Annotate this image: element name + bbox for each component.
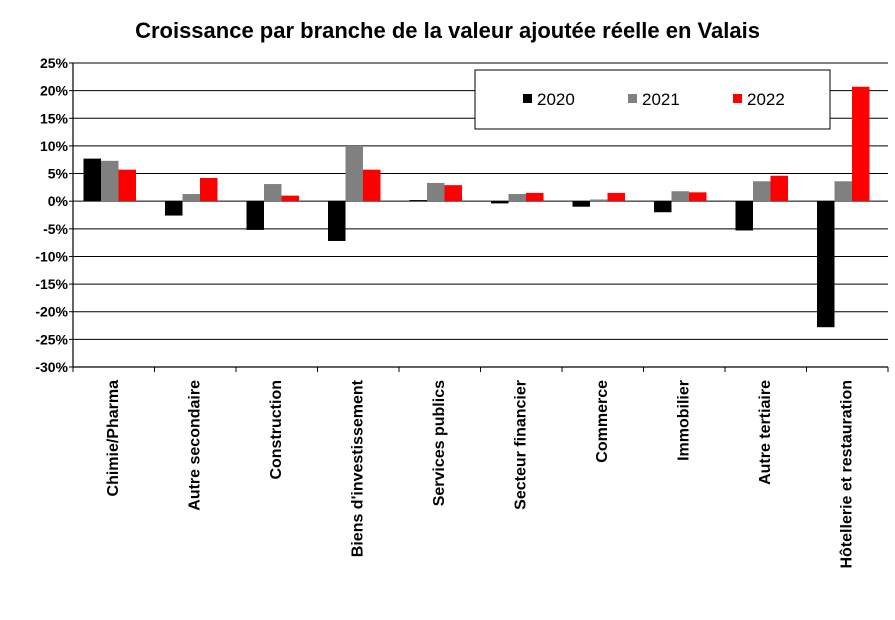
y-tick-label: 10% — [40, 138, 69, 154]
bar-2020 — [83, 158, 101, 202]
legend-label: 2022 — [747, 90, 785, 109]
bar-2022 — [852, 86, 870, 202]
y-tick-label: -25% — [35, 331, 68, 347]
bar-2022 — [118, 169, 136, 202]
x-tick-label: Construction — [268, 380, 285, 480]
bar-2021 — [671, 191, 689, 202]
bar-2022 — [689, 192, 707, 202]
bar-2021 — [508, 193, 526, 202]
y-tick-label: 0% — [48, 193, 69, 209]
bar-2022 — [363, 169, 381, 202]
y-tick-label: 5% — [48, 166, 69, 182]
bar-2021 — [101, 160, 119, 202]
x-tick-label: Autre tertiaire — [757, 380, 774, 485]
x-tick-label: Chimie/Pharma — [105, 380, 122, 497]
bar-2020 — [328, 201, 346, 241]
x-tick-label: Autre secondaire — [186, 380, 203, 511]
legend-label: 2021 — [642, 90, 680, 109]
bar-2020 — [409, 200, 427, 202]
bar-2022 — [770, 175, 788, 202]
bar-2020 — [165, 201, 183, 216]
bar-2020 — [246, 201, 264, 230]
x-tick-label: Hôtellerie et restauration — [838, 380, 855, 569]
bar-2021 — [834, 181, 852, 202]
y-tick-label: -10% — [35, 248, 68, 264]
legend-swatch-2020 — [523, 94, 532, 103]
bar-2021 — [427, 182, 445, 202]
bar-2021 — [590, 199, 608, 202]
y-tick-label: -30% — [35, 359, 68, 375]
bar-2020 — [491, 201, 509, 204]
y-tick-label: 25% — [40, 55, 69, 71]
y-tick-label: -15% — [35, 276, 68, 292]
bar-2021 — [753, 181, 771, 202]
x-tick-label: Services publics — [431, 380, 448, 506]
bar-2021 — [182, 193, 200, 202]
bar-2022 — [200, 177, 218, 202]
legend-swatch-2021 — [628, 94, 637, 103]
bar-2020 — [735, 201, 753, 231]
bar-2020 — [572, 201, 590, 207]
bar-2021 — [264, 184, 282, 202]
x-tick-label: Biens d'investissement — [349, 379, 366, 557]
bar-2022 — [281, 195, 299, 202]
bar-2020 — [654, 201, 672, 213]
bar-2022 — [444, 185, 462, 202]
y-tick-label: -5% — [43, 221, 68, 237]
y-tick-label: 15% — [40, 110, 69, 126]
x-tick-label: Commerce — [594, 380, 611, 463]
y-tick-label: -20% — [35, 304, 68, 320]
bar-2022 — [526, 192, 544, 202]
x-tick-label: Secteur financier — [512, 380, 529, 510]
chart-title: Croissance par branche de la valeur ajou… — [135, 18, 760, 43]
bar-2022 — [607, 192, 625, 202]
x-tick-label: Immobilier — [675, 380, 692, 461]
bar-2020 — [817, 201, 835, 328]
legend-box — [474, 69, 831, 130]
y-tick-label: 20% — [40, 83, 69, 99]
legend-swatch-2022 — [733, 94, 742, 103]
bar-2021 — [345, 145, 363, 202]
legend-label: 2020 — [537, 90, 575, 109]
